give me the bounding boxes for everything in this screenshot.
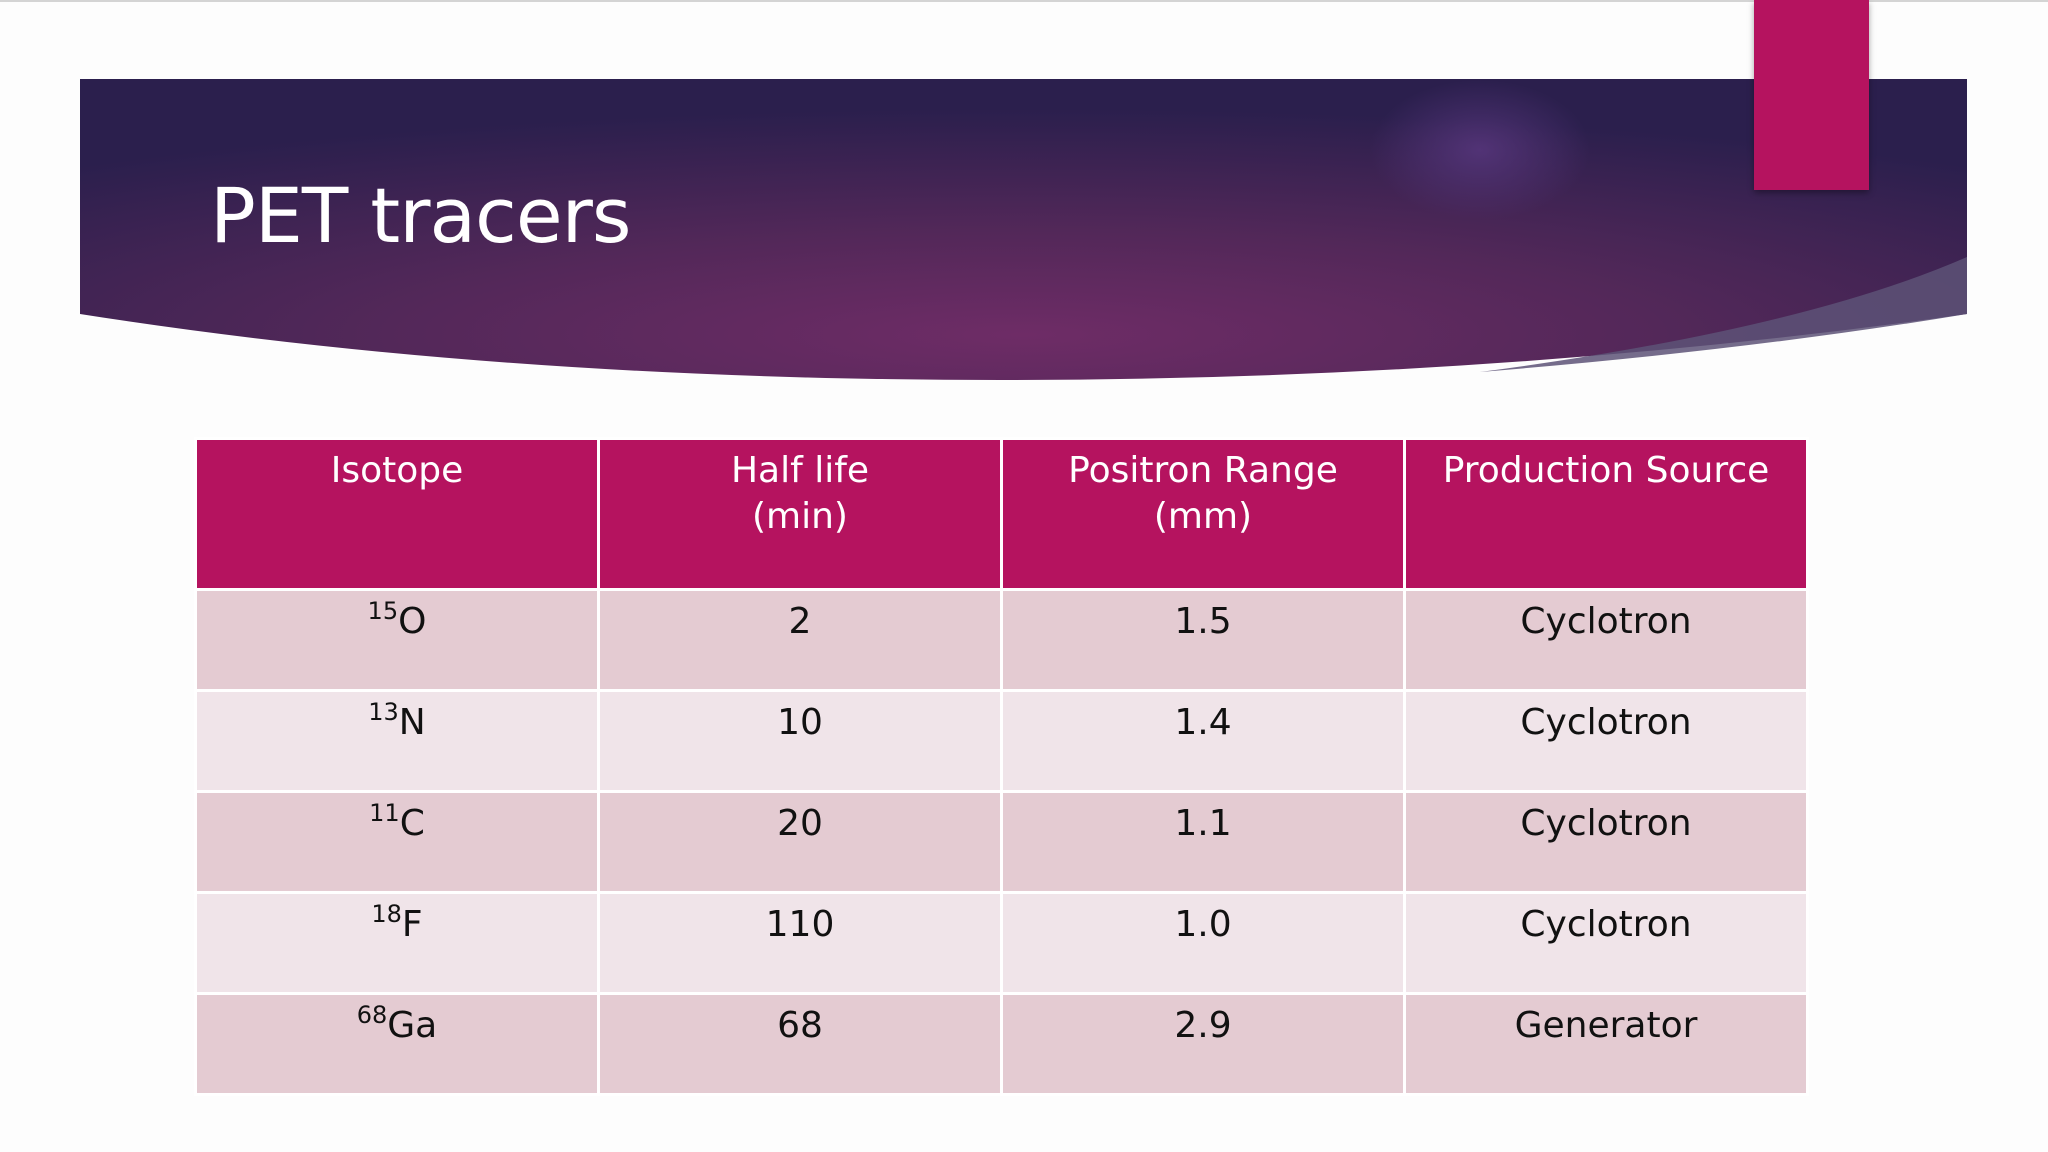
element-symbol: C xyxy=(399,803,425,844)
table-row: 18F 110 1.0 Cyclotron xyxy=(194,891,1809,995)
table-row: 15O 2 1.5 Cyclotron xyxy=(194,588,1809,692)
cell-half-life: 68 xyxy=(597,992,1003,1096)
cell-positron-range: 1.4 xyxy=(1000,689,1406,793)
cell-isotope: 68Ga xyxy=(194,992,600,1096)
cell-half-life: 10 xyxy=(597,689,1003,793)
cell-half-life: 110 xyxy=(597,891,1003,995)
top-divider xyxy=(0,0,2048,2)
cell-positron-range: 1.5 xyxy=(1000,588,1406,692)
header-production-source: Production Source xyxy=(1403,437,1809,591)
element-symbol: F xyxy=(401,904,423,945)
cell-isotope: 15O xyxy=(194,588,600,692)
slide-title: PET tracers xyxy=(210,171,631,260)
cell-production-source: Cyclotron xyxy=(1403,588,1809,692)
cell-positron-range: 1.1 xyxy=(1000,790,1406,894)
header-label: Isotope xyxy=(330,450,464,491)
mass-number: 18 xyxy=(371,900,402,928)
cell-production-source: Generator xyxy=(1403,992,1809,1096)
cell-production-source: Cyclotron xyxy=(1403,689,1809,793)
header-unit: (min) xyxy=(752,496,848,537)
element-symbol: Ga xyxy=(387,1005,438,1046)
header-label: Production Source xyxy=(1442,450,1770,491)
header-label: Half life xyxy=(730,450,870,491)
element-symbol: O xyxy=(398,601,427,642)
table-row: 11C 20 1.1 Cyclotron xyxy=(194,790,1809,894)
header-label: Positron Range xyxy=(1068,450,1338,491)
mass-number: 15 xyxy=(367,597,399,625)
title-banner xyxy=(80,79,1967,380)
header-half-life: Half life (min) xyxy=(597,437,1003,591)
cell-half-life: 2 xyxy=(597,588,1003,692)
accent-tab xyxy=(1754,0,1869,190)
header-positron-range: Positron Range (mm) xyxy=(1000,437,1406,591)
mass-number: 13 xyxy=(368,698,399,726)
cell-positron-range: 2.9 xyxy=(1000,992,1406,1096)
pet-tracers-table: Isotope Half life (min) Positron Range (… xyxy=(194,437,1809,1096)
cell-half-life: 20 xyxy=(597,790,1003,894)
table-row: 68Ga 68 2.9 Generator xyxy=(194,992,1809,1096)
cell-positron-range: 1.0 xyxy=(1000,891,1406,995)
mass-number: 68 xyxy=(356,1001,388,1029)
header-isotope: Isotope xyxy=(194,437,600,591)
header-unit: (mm) xyxy=(1153,496,1253,537)
table-row: 13N 10 1.4 Cyclotron xyxy=(194,689,1809,793)
mass-number: 11 xyxy=(369,799,400,827)
table-header-row: Isotope Half life (min) Positron Range (… xyxy=(194,437,1809,591)
cell-production-source: Cyclotron xyxy=(1403,790,1809,894)
cell-production-source: Cyclotron xyxy=(1403,891,1809,995)
element-symbol: N xyxy=(398,702,426,743)
cell-isotope: 18F xyxy=(194,891,600,995)
cell-isotope: 13N xyxy=(194,689,600,793)
cell-isotope: 11C xyxy=(194,790,600,894)
